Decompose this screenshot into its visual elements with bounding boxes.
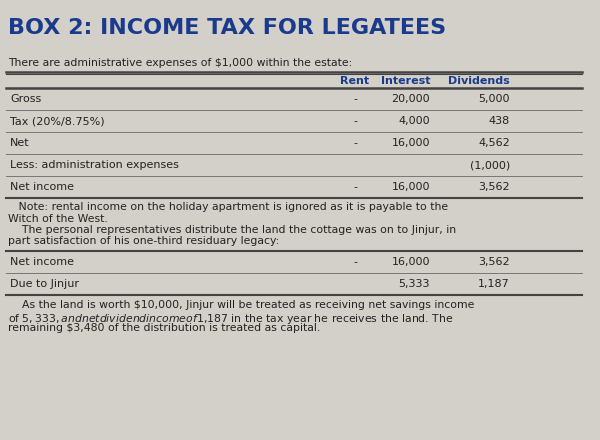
Text: 16,000: 16,000 — [392, 257, 430, 267]
Text: Due to Jinjur: Due to Jinjur — [10, 279, 79, 289]
Text: 438: 438 — [489, 116, 510, 126]
Text: Note: rental income on the holiday apartment is ignored as it is payable to the: Note: rental income on the holiday apart… — [8, 202, 448, 212]
Text: 16,000: 16,000 — [392, 182, 430, 192]
Text: 4,562: 4,562 — [478, 138, 510, 148]
Text: Less: administration expenses: Less: administration expenses — [10, 160, 179, 170]
Text: Net income: Net income — [10, 182, 74, 192]
Text: As the land is worth $10,000, Jinjur will be treated as receiving net savings in: As the land is worth $10,000, Jinjur wil… — [8, 300, 475, 310]
Text: -: - — [353, 257, 357, 267]
Text: 5,333: 5,333 — [398, 279, 430, 289]
Text: There are administrative expenses of $1,000 within the estate:: There are administrative expenses of $1,… — [8, 58, 352, 68]
Text: BOX 2: INCOME TAX FOR LEGATEES: BOX 2: INCOME TAX FOR LEGATEES — [8, 18, 446, 38]
Text: 4,000: 4,000 — [398, 116, 430, 126]
Text: 3,562: 3,562 — [478, 182, 510, 192]
Text: part satisfaction of his one-third residuary legacy:: part satisfaction of his one-third resid… — [8, 236, 279, 246]
Text: (1,000): (1,000) — [470, 160, 510, 170]
Text: Witch of the West.: Witch of the West. — [8, 213, 108, 224]
Text: 5,000: 5,000 — [479, 94, 510, 104]
Text: Rent: Rent — [340, 76, 370, 86]
Text: 3,562: 3,562 — [478, 257, 510, 267]
Text: -: - — [353, 94, 357, 104]
Text: Tax (20%/8.75%): Tax (20%/8.75%) — [10, 116, 104, 126]
Text: Interest: Interest — [380, 76, 430, 86]
Text: -: - — [353, 138, 357, 148]
Text: Net income: Net income — [10, 257, 74, 267]
Text: -: - — [353, 116, 357, 126]
Text: The personal representatives distribute the land the cottage was on to Jinjur, i: The personal representatives distribute … — [8, 225, 456, 235]
Text: 16,000: 16,000 — [392, 138, 430, 148]
Text: 1,187: 1,187 — [478, 279, 510, 289]
Text: of $5,333, and net dividend income of $1,187 in the tax year he receives the lan: of $5,333, and net dividend income of $1… — [8, 312, 454, 326]
Text: remaining $3,480 of the distribution is treated as capital.: remaining $3,480 of the distribution is … — [8, 323, 320, 333]
Text: Gross: Gross — [10, 94, 41, 104]
Text: Net: Net — [10, 138, 29, 148]
Text: 20,000: 20,000 — [391, 94, 430, 104]
Text: -: - — [353, 182, 357, 192]
Text: Dividends: Dividends — [448, 76, 510, 86]
